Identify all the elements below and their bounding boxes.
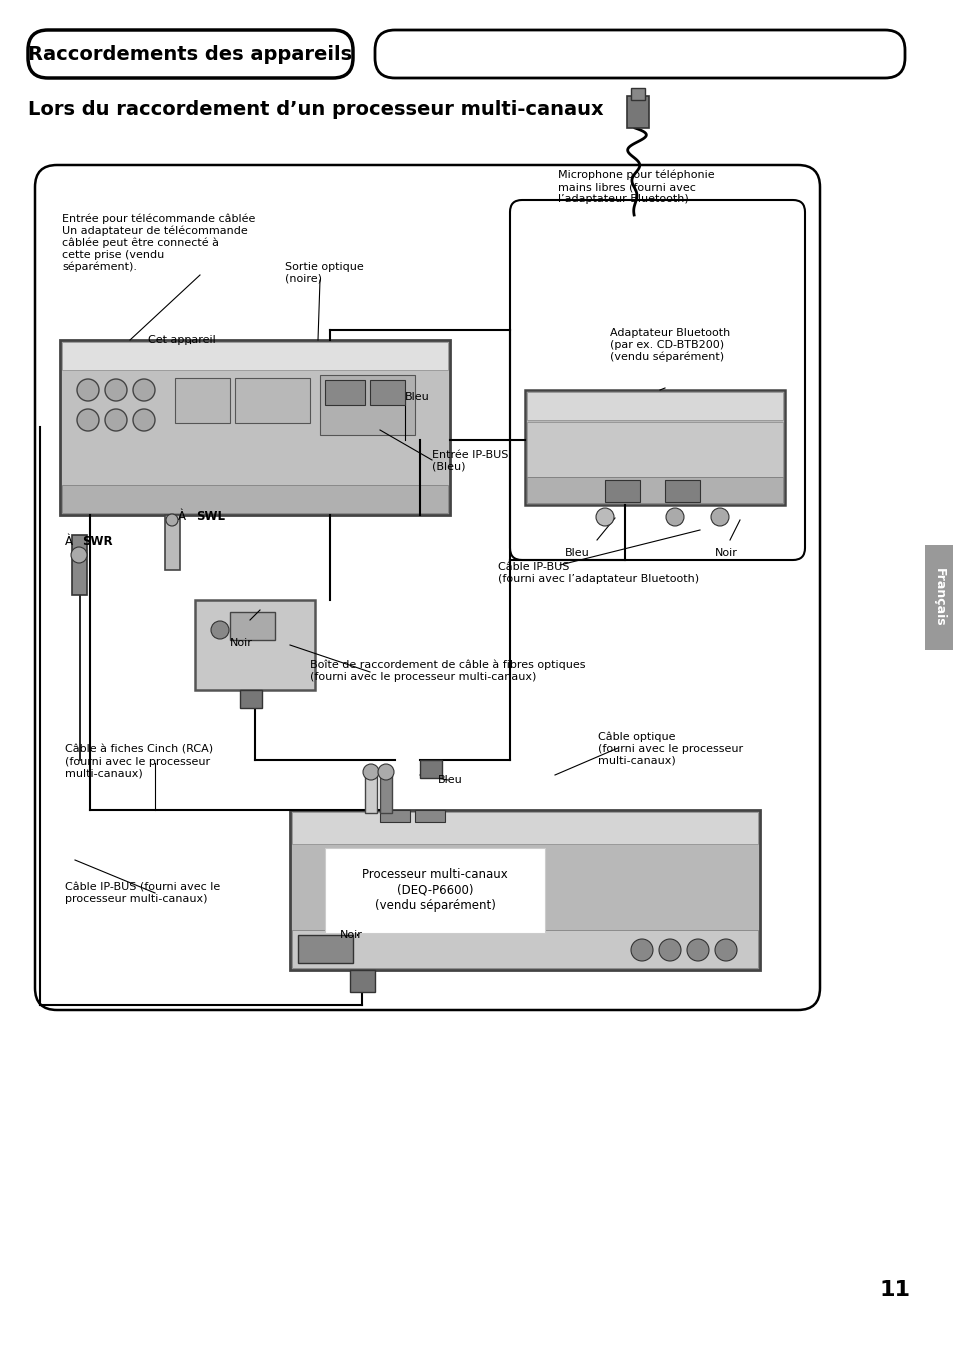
Bar — [419, 760, 441, 777]
Circle shape — [105, 379, 127, 402]
Text: Boîte de raccordement de câble à fibres optiques
(fourni avec le processeur mult: Boîte de raccordement de câble à fibres … — [310, 660, 585, 683]
Bar — [60, 339, 450, 515]
Text: Câble IP-BUS (fourni avec le
processeur multi-canaux): Câble IP-BUS (fourni avec le processeur … — [65, 882, 220, 903]
Bar — [325, 380, 365, 406]
Text: Bleu: Bleu — [405, 392, 429, 402]
Text: Processeur multi-canaux
(DEQ-P6600)
(vendu séparément): Processeur multi-canaux (DEQ-P6600) (ven… — [362, 868, 507, 911]
Bar — [297, 936, 353, 963]
Circle shape — [132, 379, 154, 402]
Circle shape — [596, 508, 614, 526]
Bar — [325, 848, 544, 933]
Circle shape — [166, 514, 178, 526]
Bar — [319, 375, 415, 435]
Text: Entrée pour télécommande câblée
Un adaptateur de télécommande
câblée peut être c: Entrée pour télécommande câblée Un adapt… — [62, 214, 255, 272]
Text: Sortie optique
(noire): Sortie optique (noire) — [285, 262, 363, 284]
Circle shape — [71, 548, 87, 562]
Text: SWR: SWR — [82, 535, 112, 548]
Bar — [379, 810, 410, 822]
Bar — [524, 389, 784, 506]
Text: Câble optique
(fourni avec le processeur
multi-canaux): Câble optique (fourni avec le processeur… — [598, 731, 742, 765]
Circle shape — [714, 940, 737, 961]
Bar — [630, 88, 644, 100]
Text: À: À — [178, 510, 190, 523]
Text: Noir: Noir — [230, 638, 253, 648]
Text: Raccordements des appareils: Raccordements des appareils — [28, 45, 352, 64]
Bar — [924, 545, 952, 650]
Text: Noir: Noir — [714, 548, 737, 558]
Text: Entrée IP-BUS
(Bleu): Entrée IP-BUS (Bleu) — [432, 450, 508, 472]
Bar — [71, 535, 87, 595]
Text: Adaptateur Bluetooth
(par ex. CD-BTB200)
(vendu séparément): Adaptateur Bluetooth (par ex. CD-BTB200)… — [609, 329, 729, 362]
Text: SWL: SWL — [195, 510, 225, 523]
Circle shape — [363, 764, 378, 780]
Circle shape — [659, 940, 680, 961]
Text: Bleu: Bleu — [437, 775, 462, 786]
Circle shape — [211, 621, 229, 639]
Bar — [365, 775, 376, 813]
Bar — [290, 810, 760, 969]
Circle shape — [665, 508, 683, 526]
Bar — [194, 600, 314, 690]
Bar — [165, 515, 180, 571]
Text: Noir: Noir — [339, 930, 362, 940]
Text: Câble IP-BUS
(fourni avec l’adaptateur Bluetooth): Câble IP-BUS (fourni avec l’adaptateur B… — [497, 562, 699, 584]
Bar — [379, 775, 392, 813]
Bar — [350, 969, 375, 992]
Text: À: À — [65, 535, 76, 548]
Bar — [526, 392, 782, 420]
Bar — [174, 379, 230, 423]
Bar — [626, 96, 648, 128]
Text: 11: 11 — [879, 1280, 909, 1301]
Bar — [526, 477, 782, 503]
Circle shape — [686, 940, 708, 961]
Circle shape — [77, 379, 99, 402]
Circle shape — [77, 410, 99, 431]
Circle shape — [630, 940, 652, 961]
Bar — [664, 480, 700, 502]
Text: Câble à fiches Cinch (RCA)
(fourni avec le processeur
multi-canaux): Câble à fiches Cinch (RCA) (fourni avec … — [65, 745, 213, 779]
Text: Cet appareil: Cet appareil — [148, 335, 215, 345]
Bar — [292, 813, 758, 844]
Circle shape — [132, 410, 154, 431]
Text: Lors du raccordement d’un processeur multi-canaux: Lors du raccordement d’un processeur mul… — [28, 100, 603, 119]
Circle shape — [710, 508, 728, 526]
Circle shape — [377, 764, 394, 780]
Circle shape — [105, 410, 127, 431]
Bar — [230, 612, 274, 639]
Bar — [415, 810, 444, 822]
Bar — [240, 690, 262, 708]
Text: Bleu: Bleu — [564, 548, 589, 558]
Bar — [292, 930, 758, 968]
Text: Microphone pour téléphonie
mains libres (fourni avec
l’adaptateur Bluetooth): Microphone pour téléphonie mains libres … — [558, 170, 714, 204]
Bar — [62, 342, 448, 370]
Bar — [526, 422, 782, 477]
Bar — [370, 380, 405, 406]
Bar — [604, 480, 639, 502]
Bar — [234, 379, 310, 423]
Text: Français: Français — [931, 568, 944, 626]
Bar — [62, 485, 448, 512]
